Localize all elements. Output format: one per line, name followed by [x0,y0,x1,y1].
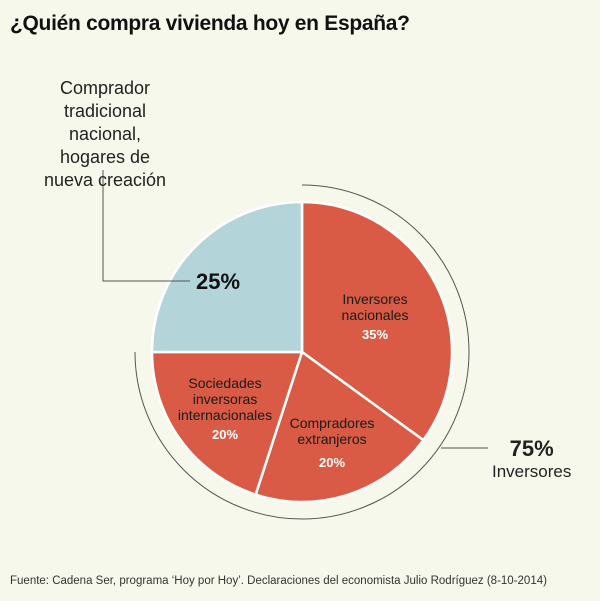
tradicional-leader-line [102,170,190,282]
slice-pct-extranjeros: 20% [318,455,346,470]
investors-bracket-arc [134,184,470,520]
label-line: inversoras [192,391,258,407]
source-note: Fuente: Cadena Ser, programa ‘Hoy por Ho… [10,575,547,587]
pie-slice-2 [150,350,304,497]
investors-total-value: 75% [509,436,554,461]
slice-label-nacionales: Inversores nacionales 35% [325,291,425,343]
label-line: Compradores [289,415,375,431]
investors-total-label: Inversores [492,462,572,481]
slice-label-sociedades: Sociedades inversoras internacionales 20… [170,375,280,443]
slice-pct-tradicional: 25% [196,269,241,294]
pie-slice-1 [254,349,426,504]
label-line: extranjeros [297,431,367,447]
label-line: Inversores [342,291,408,307]
chart-title: ¿Quién compra vivienda hoy en España? [10,12,410,35]
investors-total-annotation: 75% Inversores [492,436,571,482]
pie-slice-3 [150,200,304,354]
label-line: nacionales [341,307,409,323]
pie-slice-0 [300,200,454,442]
label-line: Sociedades [188,375,262,391]
slice-label-tradicional: Comprador tradicional nacional, hogares de… [43,78,167,190]
slice-pct-sociedades: 20% [211,427,239,442]
slice-label-extranjeros: Compradores extranjeros 20% [282,415,382,471]
label-line: internacionales [177,407,273,423]
slice-pct-nacionales: 35% [361,327,389,342]
